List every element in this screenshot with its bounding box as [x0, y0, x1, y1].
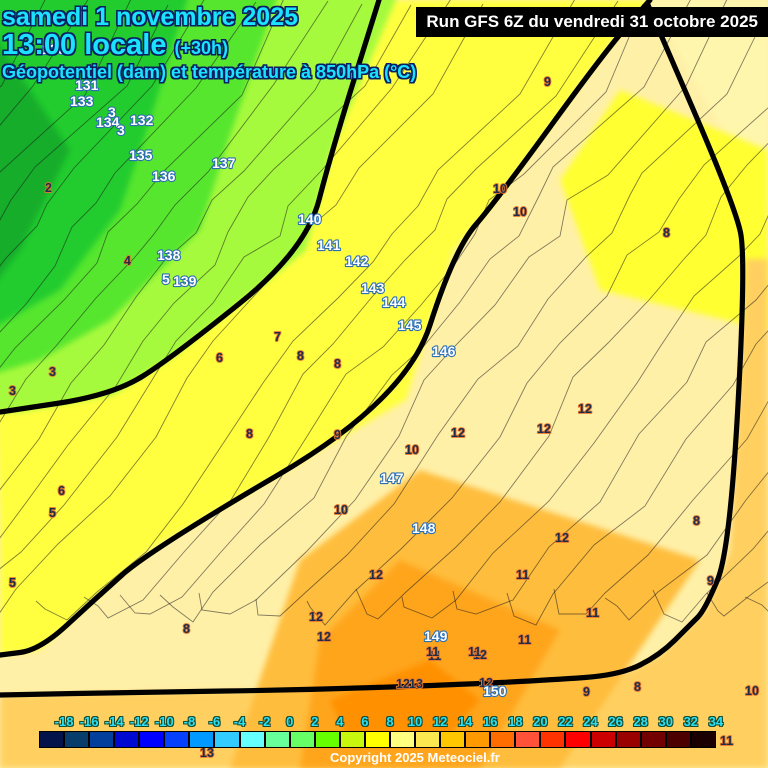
svg-text:3: 3: [49, 365, 56, 379]
svg-text:10: 10: [334, 503, 348, 517]
svg-text:10: 10: [405, 443, 419, 457]
svg-text:6: 6: [216, 351, 223, 365]
svg-text:5: 5: [49, 506, 56, 520]
svg-text:8: 8: [246, 427, 253, 441]
svg-text:12: 12: [578, 402, 592, 416]
svg-text:144: 144: [382, 294, 406, 310]
svg-text:10: 10: [745, 684, 759, 698]
svg-text:141: 141: [317, 237, 341, 253]
svg-text:133: 133: [70, 93, 94, 109]
svg-text:8: 8: [634, 680, 641, 694]
svg-text:8: 8: [693, 514, 700, 528]
svg-text:147: 147: [380, 470, 404, 486]
svg-text:148: 148: [412, 520, 436, 536]
svg-text:3: 3: [117, 122, 125, 138]
svg-text:11: 11: [720, 734, 733, 748]
svg-text:7: 7: [274, 330, 281, 344]
svg-text:142: 142: [345, 253, 369, 269]
svg-text:8: 8: [183, 622, 190, 636]
svg-text:11: 11: [518, 633, 531, 647]
svg-text:12: 12: [537, 422, 551, 436]
svg-text:11: 11: [468, 645, 481, 659]
svg-text:9: 9: [334, 428, 341, 442]
svg-text:145: 145: [398, 317, 422, 333]
svg-text:135: 135: [129, 147, 153, 163]
svg-text:139: 139: [173, 273, 197, 289]
svg-text:150: 150: [483, 683, 507, 699]
svg-text:13: 13: [409, 677, 423, 691]
svg-text:12: 12: [309, 610, 323, 624]
svg-text:3: 3: [9, 384, 16, 398]
svg-text:8: 8: [297, 349, 304, 363]
svg-text:8: 8: [334, 357, 341, 371]
svg-text:149: 149: [424, 628, 448, 644]
svg-text:4: 4: [124, 254, 131, 268]
svg-text:12: 12: [369, 568, 383, 582]
svg-text:11: 11: [516, 568, 529, 582]
svg-text:6: 6: [58, 484, 65, 498]
svg-text:13: 13: [200, 746, 214, 760]
svg-text:11: 11: [586, 606, 599, 620]
svg-text:8: 8: [663, 226, 670, 240]
svg-text:5: 5: [9, 576, 16, 590]
svg-text:132: 132: [130, 112, 154, 128]
svg-text:3: 3: [108, 104, 116, 120]
svg-text:136: 136: [152, 168, 176, 184]
svg-text:12: 12: [317, 630, 331, 644]
svg-text:12: 12: [451, 426, 465, 440]
svg-text:11: 11: [426, 645, 439, 659]
svg-text:9: 9: [707, 574, 714, 588]
svg-text:5: 5: [162, 271, 170, 287]
svg-text:146: 146: [432, 343, 456, 359]
svg-text:9: 9: [583, 685, 590, 699]
svg-text:140: 140: [298, 211, 322, 227]
svg-text:10: 10: [493, 182, 507, 196]
svg-text:10: 10: [513, 205, 527, 219]
svg-text:137: 137: [212, 155, 236, 171]
svg-text:2: 2: [45, 181, 52, 195]
svg-text:9: 9: [544, 75, 551, 89]
svg-text:12: 12: [396, 677, 410, 691]
svg-text:12: 12: [555, 531, 569, 545]
svg-text:138: 138: [157, 247, 181, 263]
